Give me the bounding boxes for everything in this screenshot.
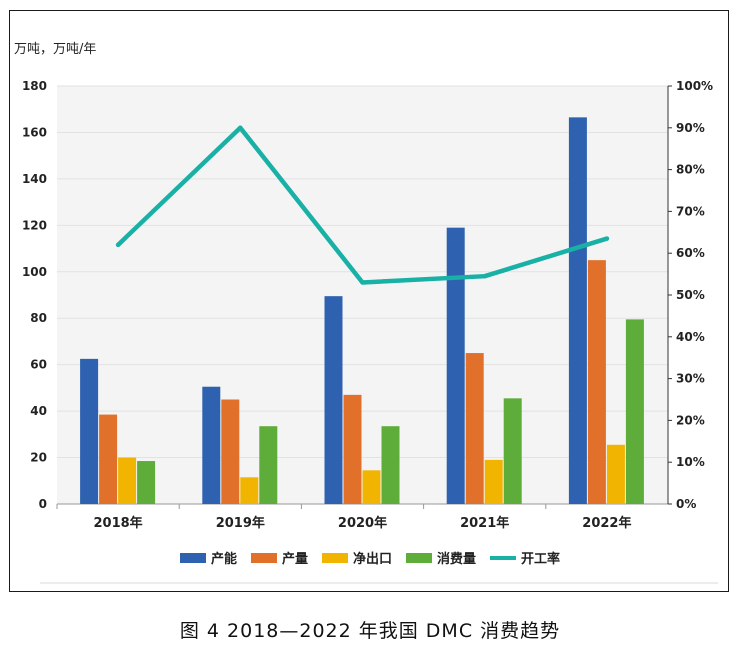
x-tick-label: 2018年 [94, 515, 143, 531]
bar-3-3 [503, 398, 522, 504]
y2-tick-label: 10% [676, 455, 705, 469]
bar-1-0 [202, 386, 221, 504]
legend-label: 产能 [210, 552, 237, 567]
bar-4-3 [625, 319, 644, 504]
bar-4-1 [587, 260, 606, 504]
x-tick-label: 2019年 [216, 515, 265, 531]
y2-tick-label: 20% [676, 413, 705, 427]
bar-0-0 [80, 358, 99, 504]
legend-swatch [321, 552, 348, 563]
legend-swatch [250, 552, 277, 563]
y2-tick-label: 0% [676, 497, 696, 511]
line-point-4 [604, 236, 610, 241]
y-tick-label: 20 [30, 451, 47, 465]
y2-tick-label: 30% [676, 372, 705, 386]
legend-label: 产量 [281, 552, 308, 567]
bar-1-2 [240, 477, 259, 504]
legend-label: 净出口 [352, 552, 392, 567]
bar-0-3 [137, 461, 156, 504]
bar-2-1 [343, 394, 362, 504]
legend-item: 产能 [179, 548, 237, 567]
bar-4-2 [606, 444, 625, 504]
y-tick-label: 40 [30, 404, 47, 418]
figure-caption: 图 4 2018—2022 年我国 DMC 消费趋势 [179, 620, 561, 642]
line-point-2 [360, 280, 365, 285]
y-tick-label: 180 [22, 79, 47, 93]
y-tick-label: 100 [22, 265, 47, 279]
y2-tick-label: 100% [676, 79, 713, 93]
bar-3-2 [484, 459, 503, 504]
x-tick-label: 2020年 [338, 515, 387, 531]
bar-1-3 [259, 426, 278, 504]
y2-tick-label: 40% [676, 330, 705, 344]
y2-tick-label: 50% [676, 288, 705, 302]
y-tick-label: 80 [30, 311, 47, 325]
y-tick-label: 60 [30, 358, 47, 372]
y-tick-label: 140 [22, 172, 47, 186]
bar-4-0 [568, 117, 587, 504]
x-tick-label: 2021年 [460, 515, 509, 531]
y-tick-label: 160 [22, 125, 47, 139]
legend-label: 开工率 [521, 552, 561, 567]
bar-2-2 [362, 470, 381, 504]
chart-svg: 0 20 40 60 80 100 120 140 160 180 0% 10% 20% 30% 40% 50… [22, 79, 718, 584]
bar-0-1 [99, 414, 118, 504]
bar-2-0 [324, 296, 343, 504]
legend-swatch [179, 552, 206, 563]
legend-label: 消费量 [437, 552, 477, 567]
y-tick-label: 120 [22, 218, 47, 232]
legend-swatch [406, 552, 432, 563]
legend-swatch [490, 555, 517, 560]
legend-item: 开工率 [490, 548, 560, 567]
bar-3-1 [465, 353, 484, 504]
legend-item: 产量 [250, 548, 308, 567]
x-tick-label: 2022年 [582, 515, 631, 531]
bar-1-1 [221, 399, 240, 504]
line-point-3 [482, 273, 487, 279]
line-point-0 [115, 242, 121, 248]
y-axis-unit-label: 万吨，万吨/年 [14, 42, 97, 57]
plot-background [57, 86, 668, 504]
bar-2-3 [381, 426, 400, 504]
bar-3-0 [446, 227, 465, 504]
bar-0-2 [118, 457, 137, 504]
chart-legend: 产能 产量 净出口 消费量 开工率 [0, 548, 740, 567]
y2-tick-label: 70% [676, 204, 705, 218]
y2-tick-label: 90% [676, 121, 705, 135]
legend-item: 消费量 [406, 548, 476, 567]
line-point-1 [238, 125, 243, 130]
y-tick-label: 0 [39, 497, 47, 511]
legend-item: 净出口 [321, 548, 392, 567]
y2-tick-label: 60% [676, 246, 705, 260]
y2-tick-label: 80% [676, 163, 705, 177]
